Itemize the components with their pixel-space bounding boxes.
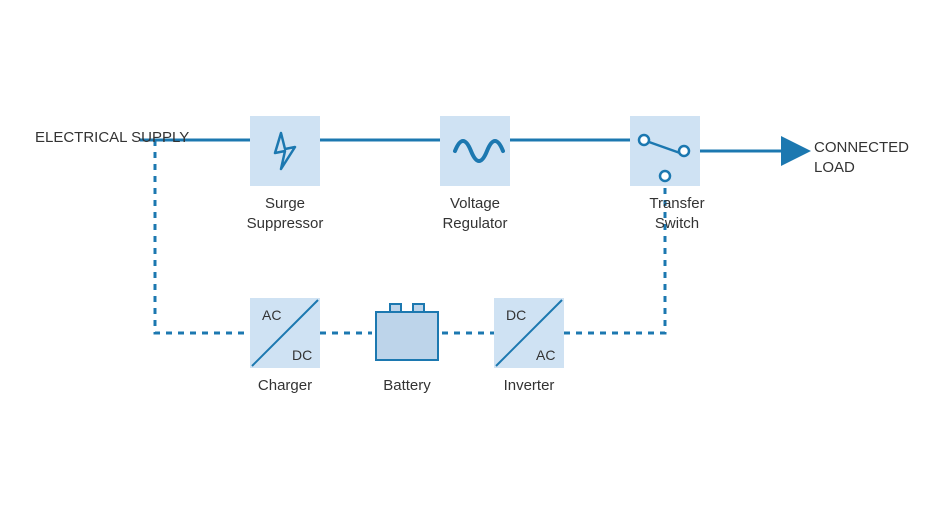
- charger-ac-text: AC: [262, 307, 281, 323]
- inverter-label: Inverter: [484, 376, 574, 396]
- charger-label: Charger: [240, 376, 330, 396]
- transfer-label: Transfer Switch: [632, 194, 722, 233]
- regulator-label: Voltage Regulator: [430, 194, 520, 233]
- input-label: ELECTRICAL SUPPLY: [35, 128, 189, 148]
- inverter-dc-text: DC: [506, 307, 526, 323]
- surge-label: Surge Suppressor: [240, 194, 330, 233]
- output-label: CONNECTED LOAD: [814, 138, 925, 177]
- edge-input-charger: [155, 140, 250, 333]
- diagram-svg: AC DC DC AC: [0, 0, 925, 500]
- battery-label: Battery: [362, 376, 452, 396]
- inverter-ac-text: AC: [536, 347, 555, 363]
- charger-dc-text: DC: [292, 347, 312, 363]
- node-regulator-box: [440, 116, 510, 186]
- battery-icon: [376, 304, 438, 360]
- ups-flow-diagram: AC DC DC AC ELECTRICAL SUPPLY CONNECTED …: [0, 0, 925, 500]
